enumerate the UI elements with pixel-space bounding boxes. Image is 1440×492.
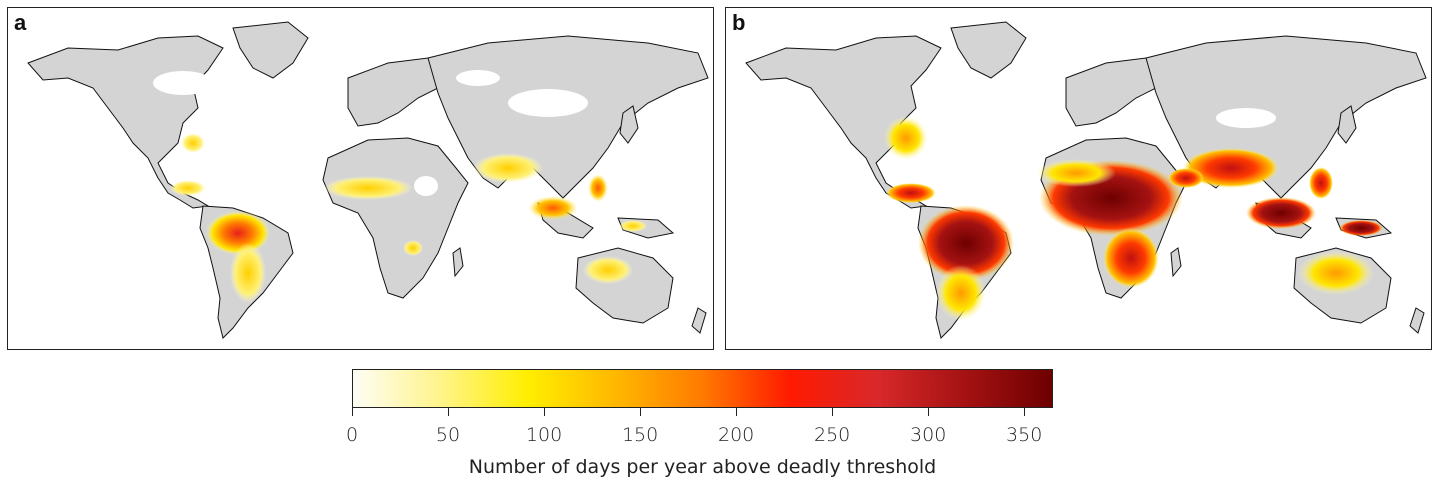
panel-letter-a: a	[14, 10, 27, 35]
africa-a	[322, 137, 469, 299]
australia-a	[575, 247, 674, 324]
madagascar-a	[452, 247, 464, 278]
colorbar-tick-mark	[1024, 408, 1026, 416]
new-zealand-a	[691, 307, 707, 334]
colorbar-label: Number of days per year above deadly thr…	[468, 456, 937, 478]
colorbar-tick-mark	[544, 408, 546, 416]
colorbar-tick-label: 350	[1006, 424, 1043, 446]
colorbar-tick-mark	[352, 408, 353, 416]
map-panel-a: a	[7, 7, 714, 350]
colorbar-tick-mark	[832, 408, 834, 416]
white-patches-b	[1216, 108, 1276, 128]
colorbar-tick-mark	[736, 408, 738, 416]
heat-overlay-b	[884, 116, 1383, 321]
asia-a	[427, 35, 709, 199]
madagascar-b	[1170, 247, 1182, 278]
colorbar-tick-label: 300	[910, 424, 947, 446]
panel-letter-b: b	[732, 10, 746, 35]
world-map-a	[27, 21, 709, 339]
colorbar-tick-label: 0	[345, 424, 359, 446]
colorbar-tick-label: 50	[435, 424, 461, 446]
colorbar	[352, 369, 1053, 408]
colorbar-ticks: 0 50 100 150 200 250 300 350	[346, 408, 1053, 450]
heat-overlay-a	[170, 133, 647, 303]
japan-b	[1337, 105, 1357, 144]
greenland-b	[950, 21, 1027, 79]
white-patches-a	[153, 70, 588, 196]
colorbar-gradient	[353, 370, 1052, 407]
greenland-a	[232, 21, 309, 79]
colorbar-tick-mark	[640, 408, 642, 416]
world-map-b	[745, 21, 1427, 339]
colorbar-tick-mark	[928, 408, 930, 416]
colorbar-tick-mark	[448, 408, 450, 416]
colorbar-tick-label: 100	[525, 424, 563, 446]
new-zealand-b	[1409, 307, 1425, 334]
europe-b	[1065, 57, 1167, 127]
europe-a	[347, 57, 449, 127]
map-panel-b: b	[725, 7, 1432, 350]
japan-a	[619, 105, 639, 144]
colorbar-tick-label: 250	[813, 424, 851, 446]
colorbar-tick-label: 200	[717, 424, 755, 446]
colorbar-tick-label: 150	[621, 424, 659, 446]
